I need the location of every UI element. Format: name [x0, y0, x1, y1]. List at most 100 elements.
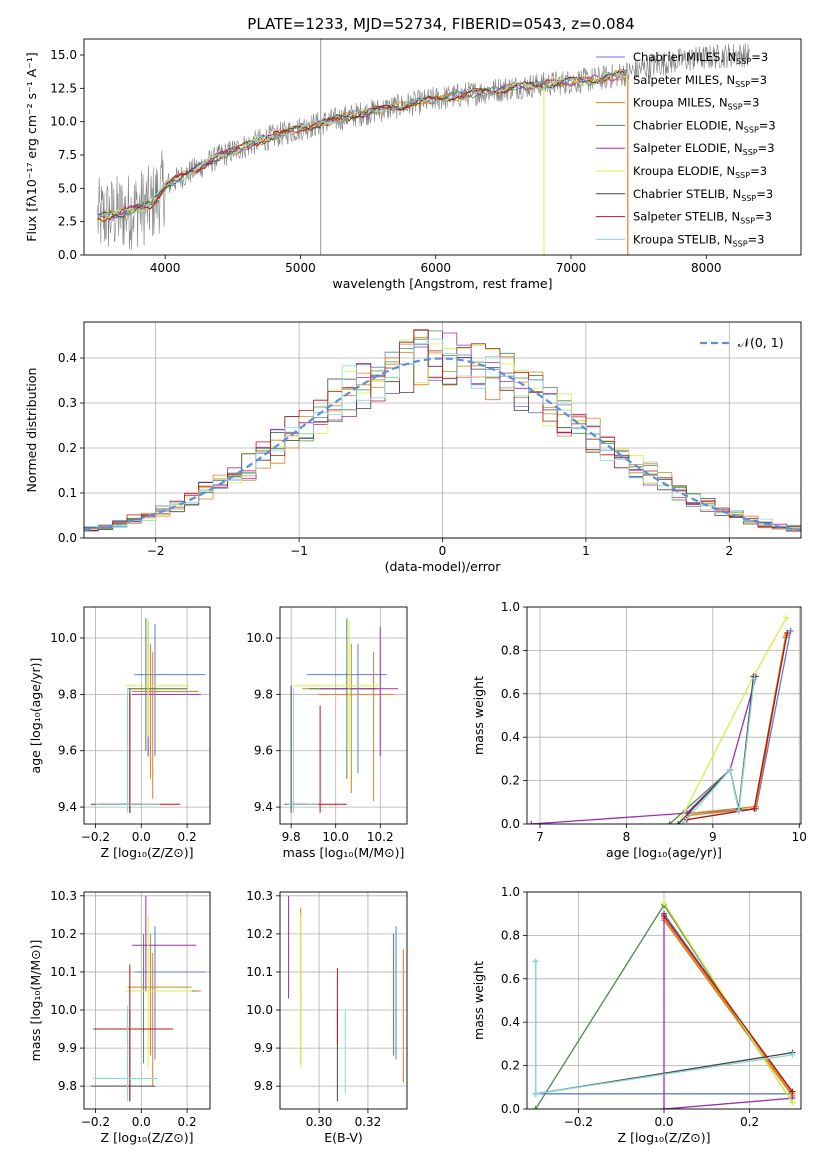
age-z-x-tick-label: 0.0: [132, 830, 151, 844]
weight-age-x-tick-label: 8: [623, 830, 631, 844]
histogram-y-axis-label: Normed distribution: [24, 368, 39, 493]
weight-age-x-tick-label: 9: [709, 830, 717, 844]
mass-weight-marker: [789, 1051, 796, 1058]
mass-z-y-tick-label: 10.1: [50, 965, 77, 979]
legend-label: Salpeter STELIB, NSSP=3: [633, 210, 772, 226]
mass-ebv-y-tick-label: 10.2: [246, 927, 273, 941]
spectrum-legend: Chabrier MILES, NSSP=3 Salpeter MILES, NS…: [596, 50, 776, 248]
mass-weight-line-5: [663, 913, 793, 1109]
axes-frame: [526, 606, 802, 825]
spectrum-x-tick-label: 6000: [420, 261, 451, 275]
model-spectrum-9: [97, 69, 628, 217]
spectrum-x-tick-label: 5000: [285, 261, 316, 275]
spectrum-y-tick-label: 12.5: [50, 81, 77, 95]
weight-z-y-tick-label: 0.8: [501, 928, 520, 942]
legend-label: Salpeter MILES, NSSP=3: [633, 73, 767, 89]
mass-weight-marker: [789, 1088, 796, 1095]
mass-z-y-tick-label: 10.0: [50, 1003, 77, 1017]
age-z-y-tick-label: 9.6: [58, 744, 77, 758]
weight-age-y-tick-label: 1.0: [501, 600, 520, 614]
model-spectrum-2: [97, 69, 627, 220]
weight-age-x-tick-label: 10: [792, 830, 807, 844]
histogram-y-tick-label: 0.0: [58, 531, 77, 545]
mass-z-y-tick-label: 10.3: [50, 889, 77, 903]
mass-weight-marker: [727, 766, 734, 773]
weight-z-y-tick-label: 0.2: [501, 1059, 520, 1073]
mass-weight-marker: [789, 1099, 796, 1106]
mass-weight-line-5: [531, 676, 757, 824]
mass-ebv-y-tick-label: 10.0: [246, 1003, 273, 1017]
mass-weight-marker: [532, 1090, 539, 1097]
model-spectrum-1: [97, 72, 627, 219]
spectrum-x-tick-label: 4000: [150, 261, 181, 275]
age-z-panel: −0.2 0.0 0.2 9.4 9.6 9.8 10.0 Z [log₁₀(Z/Z⊙)] ag…: [28, 606, 211, 860]
figure-title: PLATE=1233, MJD=52734, FIBERID=0543, z=0…: [247, 15, 634, 33]
mass-weight-line-3: [663, 919, 793, 1097]
axes-frame: [526, 891, 802, 1110]
mass-weight-marker: [666, 821, 673, 824]
mass-ebv-x-tick-label: 0.32: [355, 1115, 382, 1129]
weight-age-y-tick-label: 0.8: [501, 643, 520, 657]
model-spectrum-3: [97, 69, 628, 221]
spectrum-x-axis-label: wavelength [Angstrom, rest frame]: [332, 276, 552, 291]
model-spectrum-8: [97, 68, 628, 222]
mass-ebv-y-tick-label: 10.3: [246, 889, 273, 903]
age-mass-plot-area: [284, 618, 399, 813]
histogram-y-tick-label: 0.3: [58, 396, 77, 410]
age-mass-x-tick-label: 10.2: [367, 830, 394, 844]
mass-z-x-tick-label: 0.0: [132, 1115, 151, 1129]
legend-label: Kroupa MILES, NSSP=3: [633, 96, 759, 112]
spectrum-panel: 4000 5000 6000 7000 8000 0.0 2.5 5.0 7.5 10.0 12.5…: [24, 38, 802, 291]
mass-weight-line-9: [682, 678, 755, 824]
model-spectrum-5: [97, 70, 628, 221]
histogram-plot-area: [84, 329, 801, 532]
age-z-x-tick-label: 0.2: [178, 830, 197, 844]
mass-weight-line-2: [663, 917, 793, 1095]
legend-label: Kroupa STELIB, NSSP=3: [633, 232, 764, 248]
mass-weight-marker: [783, 614, 790, 621]
histogram-panel: −2 −1 0 1 2 0.0 0.1 0.2 0.3 0.4 (data-model)/error…: [24, 321, 802, 574]
age-mass-x-tick-label: 10.0: [322, 830, 349, 844]
spectrum-y-axis-label: Flux [fλ10⁻¹⁷ erg cm⁻² s⁻¹ A⁻¹]: [24, 52, 39, 241]
mass-weight-marker: [532, 958, 539, 965]
weight-z-y-tick-label: 0.6: [501, 972, 520, 986]
weight-age-y-tick-label: 0.0: [501, 817, 520, 831]
weight-age-y-tick-label: 0.2: [501, 774, 520, 788]
histogram-y-tick-label: 0.4: [58, 351, 77, 365]
mass-z-x-tick-label: 0.2: [178, 1115, 197, 1129]
mass-weight-marker: [787, 627, 794, 634]
mass-weight-marker: [532, 1106, 539, 1109]
weight-age-x-tick-label: 7: [536, 830, 544, 844]
weight-z-y-axis-label: mass weight: [471, 961, 486, 1040]
histogram-x-tick-label: −2: [147, 544, 165, 558]
mass-z-y-tick-label: 9.9: [58, 1041, 77, 1055]
age-mass-y-tick-label: 9.6: [254, 744, 273, 758]
age-z-y-tick-label: 9.4: [58, 800, 77, 814]
spectrum-plot-area: [97, 39, 750, 255]
weight-z-y-tick-label: 0.4: [501, 1015, 520, 1029]
axes-frame: [83, 891, 211, 1110]
weight-z-panel: −0.2 0.0 0.2 0.0 0.2 0.4 0.6 0.8 1.0 Z [log₁₀(Z/Z…: [471, 885, 802, 1145]
legend-label: Salpeter ELODIE, NSSP=3: [633, 141, 775, 157]
age-z-x-tick-label: −0.2: [81, 830, 110, 844]
mass-weight-line-8: [663, 915, 793, 1092]
spectrum-x-tick-label: 8000: [691, 261, 722, 275]
mass-weight-marker: [751, 675, 758, 682]
mass-weight-marker: [661, 912, 667, 919]
mass-weight-marker: [661, 1106, 667, 1109]
histogram-step-8: [84, 329, 801, 531]
mass-ebv-plot-area: [288, 895, 404, 1102]
age-mass-x-axis-label: mass [log₁₀(M/M⊙)]: [283, 845, 405, 860]
mass-weight-marker: [679, 821, 686, 824]
spectrum-y-tick-label: 15.0: [50, 48, 77, 62]
weight-z-x-tick-label: 0.0: [654, 1115, 673, 1129]
mass-weight-marker: [675, 821, 682, 824]
age-z-y-tick-label: 10.0: [50, 631, 77, 645]
mass-ebv-y-tick-label: 10.1: [246, 965, 273, 979]
weight-z-y-tick-label: 0.0: [501, 1102, 520, 1116]
normal-curve: [84, 357, 801, 532]
mass-z-y-tick-label: 10.2: [50, 927, 77, 941]
mass-z-x-tick-label: −0.2: [81, 1115, 110, 1129]
